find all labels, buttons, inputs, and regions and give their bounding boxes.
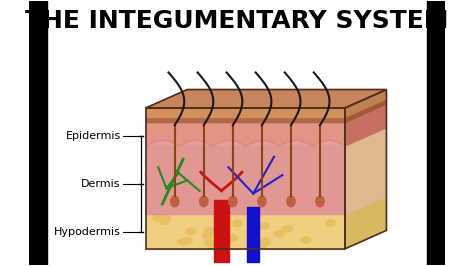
Circle shape: [325, 220, 335, 226]
Polygon shape: [427, 1, 445, 265]
Circle shape: [260, 238, 270, 244]
Circle shape: [261, 239, 271, 245]
Circle shape: [301, 237, 311, 243]
Circle shape: [160, 218, 170, 224]
Polygon shape: [146, 90, 386, 108]
Ellipse shape: [316, 196, 324, 207]
Bar: [247, 207, 259, 262]
Polygon shape: [146, 108, 345, 117]
Circle shape: [232, 220, 242, 227]
Circle shape: [218, 215, 228, 222]
Ellipse shape: [200, 196, 208, 207]
Text: Dermis: Dermis: [81, 179, 121, 189]
Circle shape: [205, 228, 215, 234]
Text: THE INTEGUMENTARY SYSTEM: THE INTEGUMENTARY SYSTEM: [25, 9, 449, 33]
Circle shape: [182, 238, 192, 244]
Ellipse shape: [228, 196, 237, 207]
Circle shape: [259, 223, 269, 229]
Circle shape: [202, 232, 212, 239]
Text: Epidermis: Epidermis: [65, 131, 121, 140]
Circle shape: [185, 228, 195, 234]
Circle shape: [283, 226, 292, 232]
Text: Hypodermis: Hypodermis: [54, 227, 121, 237]
Ellipse shape: [171, 196, 179, 207]
Circle shape: [274, 230, 284, 236]
Polygon shape: [345, 128, 386, 215]
Polygon shape: [345, 104, 386, 146]
Polygon shape: [345, 196, 386, 249]
Polygon shape: [345, 99, 386, 122]
Polygon shape: [146, 146, 345, 215]
Bar: [214, 200, 229, 262]
Circle shape: [228, 235, 238, 241]
Polygon shape: [345, 90, 386, 117]
Ellipse shape: [287, 196, 295, 207]
Circle shape: [153, 215, 163, 221]
Circle shape: [257, 242, 267, 248]
Polygon shape: [146, 215, 345, 249]
Circle shape: [205, 240, 215, 247]
Polygon shape: [146, 117, 345, 122]
Polygon shape: [29, 1, 47, 265]
Circle shape: [177, 239, 187, 245]
Ellipse shape: [258, 196, 266, 207]
Circle shape: [161, 215, 171, 222]
